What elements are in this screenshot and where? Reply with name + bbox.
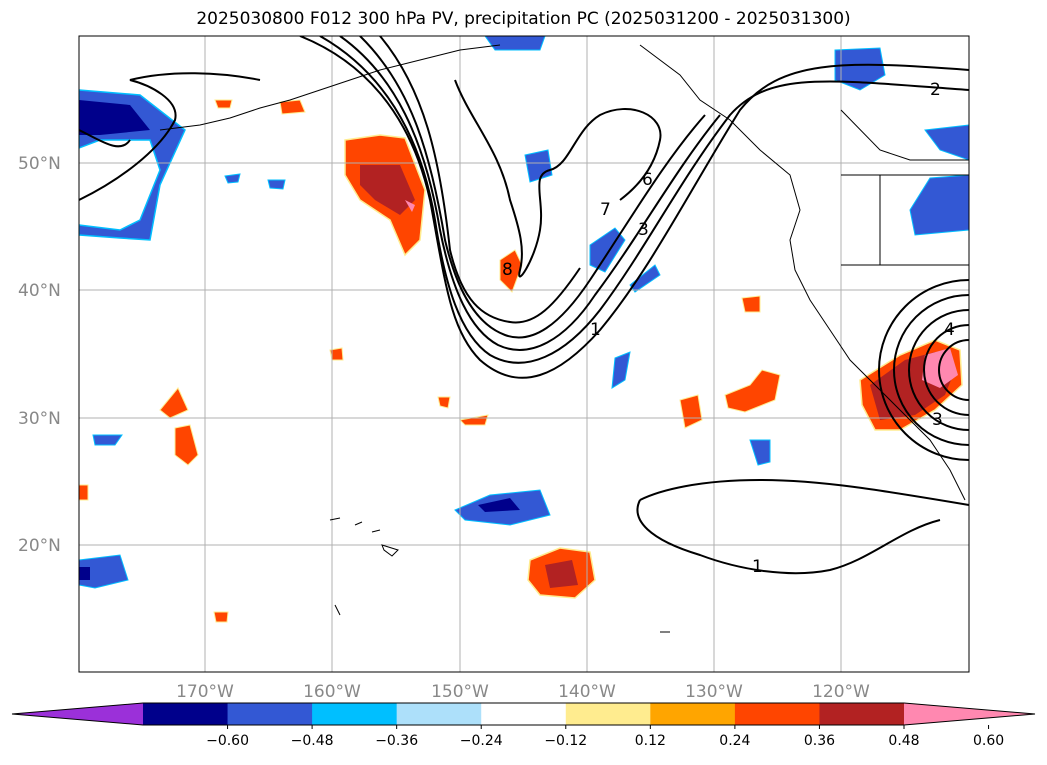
colorbar-tick-label: −0.60 — [206, 733, 249, 749]
colorbar-segment — [312, 703, 398, 725]
colorbar-segment — [734, 703, 820, 725]
lat-label: 50°N — [18, 154, 61, 174]
contour-label: 7 — [600, 200, 611, 220]
colorbar-tick-label: −0.12 — [544, 733, 587, 749]
lat-label: 30°N — [18, 409, 61, 429]
longitude-labels: 170°W 160°W 150°W 140°W 130°W 120°W — [176, 682, 870, 702]
colorbar-tick-label: 0.12 — [635, 733, 666, 749]
lat-label: 20°N — [18, 536, 61, 556]
colorbar-tick-label: 0.48 — [888, 733, 919, 749]
lon-label: 130°W — [685, 682, 743, 702]
pv-contours — [79, 36, 969, 575]
colorbar-tick-label: −0.24 — [460, 733, 503, 749]
colorbar-segment — [227, 703, 313, 725]
lon-label: 120°W — [812, 682, 870, 702]
colorbar-tick-label: 0.60 — [973, 733, 1004, 749]
colorbar-segment — [481, 703, 567, 725]
lon-label: 140°W — [558, 682, 616, 702]
colorbar: −0.60 −0.48 −0.36 −0.24 −0.12 0.12 0.24 0.36 0.4… — [11, 702, 1036, 749]
colorbar-segment — [396, 703, 482, 725]
colorbar-segment — [143, 703, 229, 725]
positive-precip-shading — [79, 99, 963, 623]
lon-label: 150°W — [431, 682, 489, 702]
contour-label: 4 — [944, 320, 955, 340]
colorbar-segment — [565, 703, 651, 725]
contour-label: 2 — [930, 80, 941, 100]
colorbar-outline — [11, 702, 1036, 726]
map-title: 2025030800 F012 300 hPa PV, precipitatio… — [196, 9, 851, 29]
map-area: 2 6 7 3 8 1 4 1 3 — [79, 36, 969, 672]
contour-label: 3 — [638, 220, 649, 240]
colorbar-extend-low — [12, 703, 143, 725]
contour-label: 1 — [752, 557, 763, 577]
colorbar-tick-label: −0.36 — [375, 733, 418, 749]
coastlines — [159, 44, 969, 633]
colorbar-tick-label: −0.48 — [291, 733, 334, 749]
colorbar-tick-label: 0.36 — [804, 733, 835, 749]
contour-label: 3 — [932, 410, 943, 430]
contour-label: 6 — [642, 170, 653, 190]
latitude-labels: 50°N 40°N 30°N 20°N — [18, 154, 61, 556]
contour-label: 1 — [590, 320, 601, 340]
lon-label: 170°W — [176, 682, 234, 702]
contour-labels: 2 6 7 3 8 1 4 1 3 — [502, 80, 955, 577]
colorbar-segment — [819, 703, 905, 725]
colorbar-segment — [650, 703, 736, 725]
colorbar-extend-high — [904, 703, 1035, 725]
colorbar-tick-label: 0.24 — [719, 733, 750, 749]
lon-label: 160°W — [303, 682, 361, 702]
contour-label: 8 — [502, 260, 513, 280]
lat-label: 40°N — [18, 281, 61, 301]
map-frame — [78, 35, 970, 673]
